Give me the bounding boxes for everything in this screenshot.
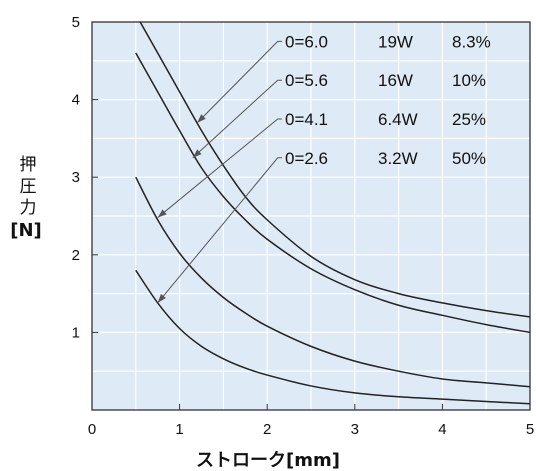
x-tick-label: 0 xyxy=(88,421,96,438)
arrow-head xyxy=(157,293,166,303)
legend-series-duty: 50% xyxy=(452,149,486,168)
legend-series-name: 0=6.0 xyxy=(285,32,328,51)
series-line xyxy=(135,269,531,405)
legend-series-duty: 10% xyxy=(452,71,486,90)
arrow-head xyxy=(192,149,202,158)
x-tick-label: 1 xyxy=(175,421,183,438)
grid xyxy=(92,22,530,410)
arrow-head xyxy=(197,114,206,123)
series-line xyxy=(135,176,531,388)
arrow-line xyxy=(157,157,282,304)
y-axis-label-char-1: 押 xyxy=(20,155,37,175)
legend-series-power: 19W xyxy=(378,32,413,51)
y-axis-label-unit: [N] xyxy=(10,220,42,241)
legend-series-name: 0=4.1 xyxy=(285,110,328,129)
y-axis: 1 2 3 4 5 xyxy=(72,14,98,341)
y-tick-label: 1 xyxy=(72,324,80,341)
arrow-head xyxy=(157,209,167,218)
arrows xyxy=(157,40,282,304)
x-axis-label: ストローク[mm] xyxy=(196,450,340,471)
legend-series-name: 0=5.6 xyxy=(285,71,328,90)
x-tick-label: 3 xyxy=(351,421,359,438)
y-axis-label-char-3: 力 xyxy=(20,198,37,218)
legend-series-name: 0=2.6 xyxy=(285,149,328,168)
arrow-line xyxy=(157,118,282,218)
legend: 0=6.0 19W 8.3% 0=5.6 16W 10% 0=4.1 6.4W 25% 0=2.6… xyxy=(285,32,491,167)
y-axis-label-char-2: 圧 xyxy=(20,177,37,197)
y-tick-label: 2 xyxy=(72,247,80,264)
y-tick-label: 3 xyxy=(72,169,80,186)
series-line xyxy=(135,52,531,334)
x-tick-label: 5 xyxy=(526,421,534,438)
legend-series-duty: 8.3% xyxy=(452,32,491,51)
y-axis-label: 押 圧 力 [N] xyxy=(10,155,42,241)
arrow-line xyxy=(192,79,282,159)
legend-series-power: 16W xyxy=(378,71,413,90)
legend-series-power: 6.4W xyxy=(378,110,418,129)
x-tick-label: 2 xyxy=(263,421,271,438)
x-tick-label: 4 xyxy=(438,421,446,438)
series-line xyxy=(139,21,531,318)
legend-series-power: 3.2W xyxy=(378,149,418,168)
legend-series-duty: 25% xyxy=(452,110,486,129)
plot-frame xyxy=(91,21,531,411)
y-tick-label: 5 xyxy=(72,14,80,31)
arrow-line xyxy=(196,40,282,124)
x-axis: 0 1 2 3 4 5 xyxy=(88,404,534,438)
curves xyxy=(135,21,531,405)
y-tick-label: 4 xyxy=(72,92,80,109)
